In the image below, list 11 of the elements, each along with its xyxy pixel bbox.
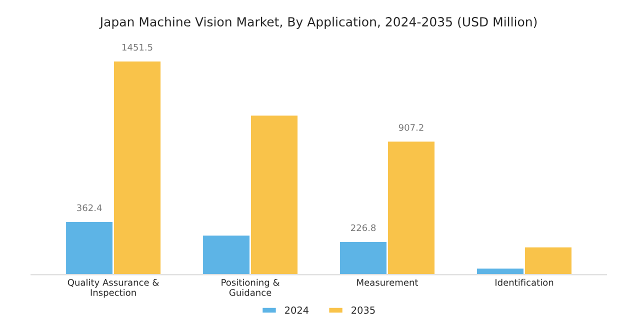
x-tick-label: Measurement — [357, 279, 418, 286]
data-label: 362.4 — [77, 204, 102, 212]
x-tick-label: Quality Assurance & Inspection — [68, 278, 159, 298]
x-tick-label: Positioning & Guidance — [222, 278, 280, 296]
chart-title: Japan Machine Vision Market, By Application, 2024-2035 (USD Million) — [99, 16, 537, 29]
data-label: 907.2 — [398, 124, 424, 131]
x-tick-label: Identification — [496, 278, 554, 286]
data-label: 226.8 — [351, 224, 376, 232]
data-label: 1451.5 — [122, 44, 152, 51]
legend-label: 2035 — [352, 306, 375, 314]
legend-label: 2024 — [285, 306, 309, 314]
